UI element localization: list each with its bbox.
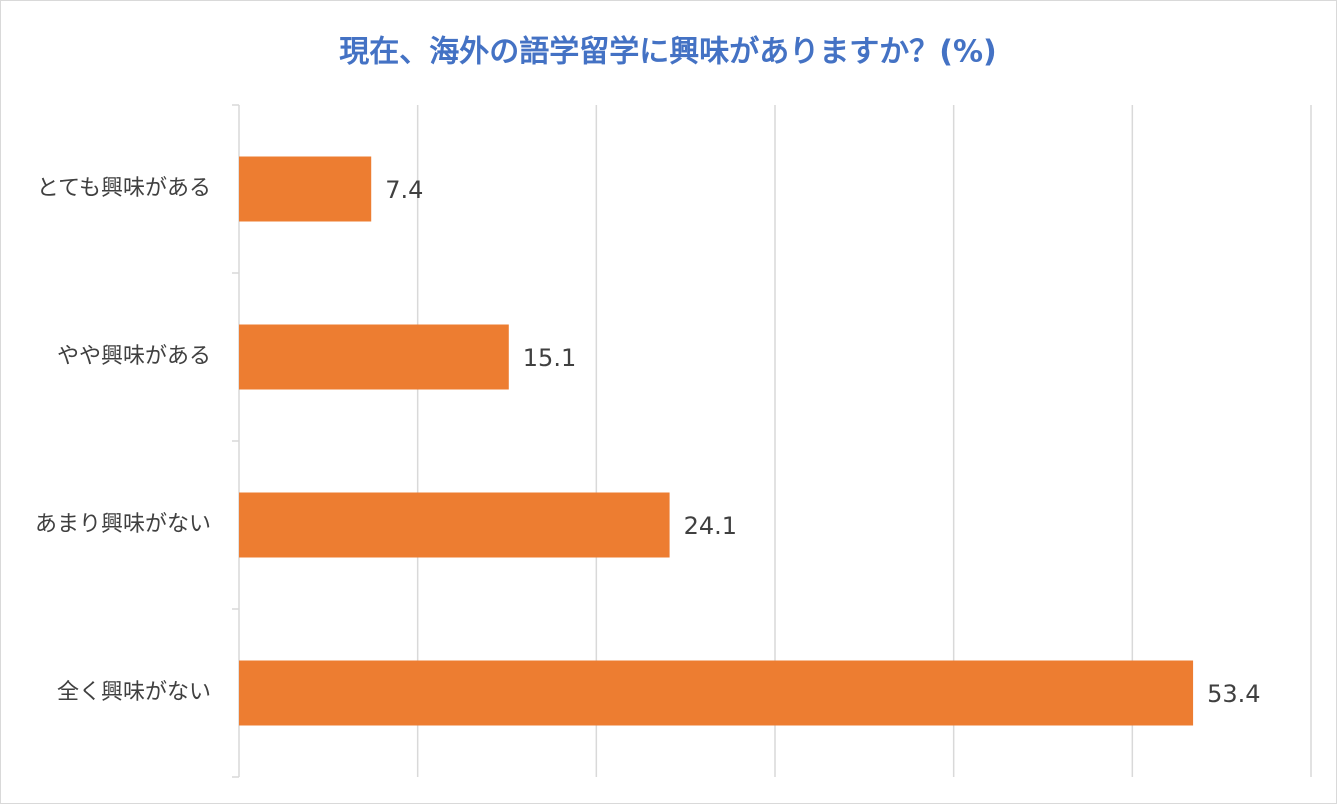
bar	[239, 156, 372, 222]
y-tick-label: とても興味がある	[37, 176, 211, 201]
data-label: 7.4	[385, 176, 423, 204]
y-tick-label: 全く興味がない	[57, 680, 211, 705]
y-tick-label: あまり興味がない	[35, 512, 211, 537]
data-label: 53.4	[1207, 680, 1260, 708]
bar	[239, 492, 670, 558]
bar	[239, 324, 509, 390]
y-tick-label: やや興味がある	[57, 344, 211, 369]
chart-title: 現在、海外の語学留学に興味がありますか？(%)	[339, 35, 996, 70]
data-label: 15.1	[523, 344, 576, 372]
bar	[239, 660, 1194, 726]
data-label: 24.1	[684, 512, 737, 540]
